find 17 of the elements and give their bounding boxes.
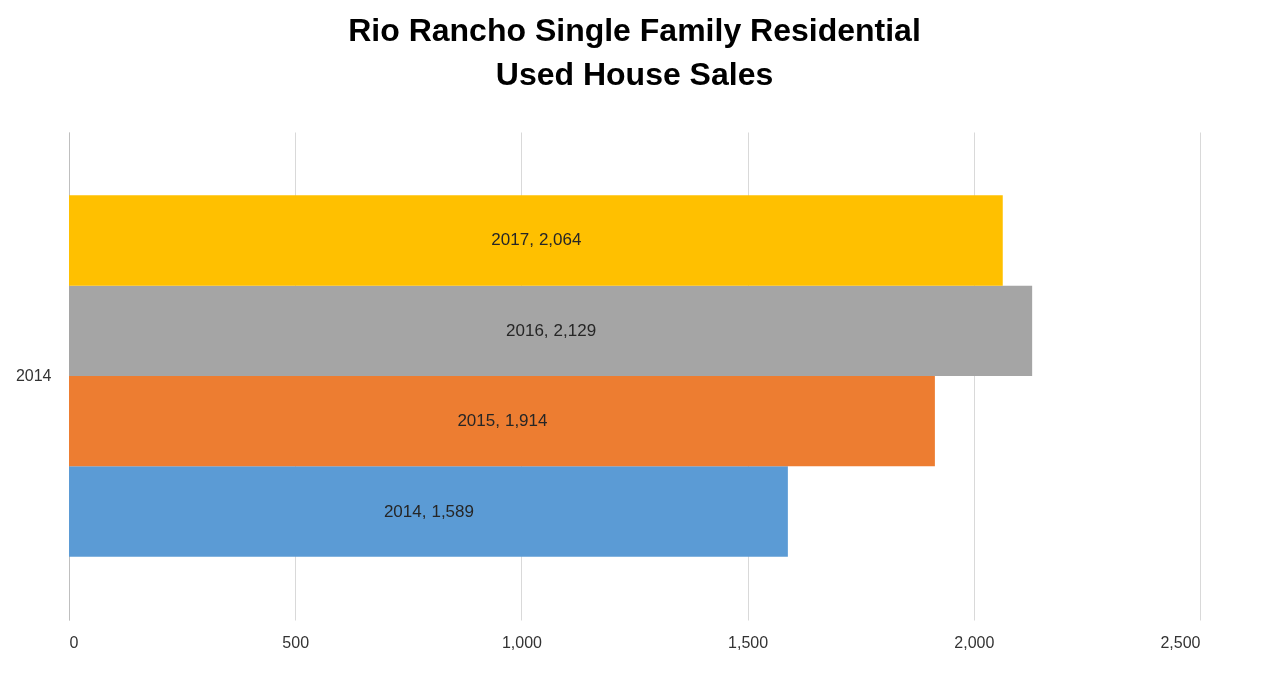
text: Used House Sales — [495, 56, 774, 92]
x-tick-label: 2,500 — [1160, 633, 1201, 651]
data-label: 1,589 — [431, 501, 474, 521]
series-label: 2015, — [457, 411, 500, 431]
series-label: 2017, — [491, 230, 534, 250]
y-tick-label: 2014 — [15, 367, 52, 384]
x-tick-label: 1,500 — [728, 633, 769, 651]
series-label: 2014, — [383, 501, 427, 521]
data-label: 2,129 — [553, 320, 597, 340]
x-tick-label: 500 — [282, 633, 310, 651]
data-label: 2,064 — [538, 230, 582, 250]
text: Rio Rancho Single Family Residential — [348, 12, 921, 48]
x-tick-label: 1,000 — [501, 633, 543, 651]
x-tick-label: 2,000 — [954, 633, 995, 651]
x-tick-label: 0 — [69, 633, 79, 651]
series-label: 2016, — [506, 320, 549, 340]
data-label: 1,914 — [504, 411, 548, 431]
